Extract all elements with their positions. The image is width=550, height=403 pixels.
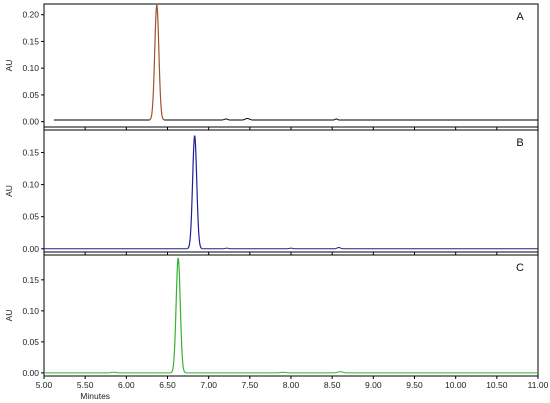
panel-a: 0.00 0.05 0.10 0.15 0.20 AU A <box>4 3 539 130</box>
baseline-trace <box>44 371 172 374</box>
y-tick-label: 0.15 <box>22 275 39 285</box>
y-tick-label: 0.10 <box>22 180 39 190</box>
x-tick-label: 8.00 <box>283 380 300 390</box>
y-axis-label: AU <box>4 185 14 197</box>
x-axis-label: Minutes <box>80 391 110 401</box>
y-tick-label: 0.10 <box>22 306 39 316</box>
main-peak <box>149 4 165 121</box>
x-axis: 5.00 5.50 6.00 6.50 7.00 7.50 8.00 8.50 9.00 9.50… <box>36 380 549 401</box>
plot-frame <box>43 129 539 253</box>
x-tick-label: 5.50 <box>77 380 94 390</box>
y-axis-label: AU <box>4 310 14 322</box>
baseline-trace <box>164 117 538 121</box>
x-tick-label: 11.00 <box>528 380 549 390</box>
panel-label: B <box>516 137 523 149</box>
y-tick-label: 0.05 <box>22 90 39 100</box>
baseline-trace <box>185 371 538 374</box>
plot-frame <box>43 3 539 128</box>
x-tick-label: 10.50 <box>486 380 508 390</box>
x-tick-label: 7.00 <box>200 380 217 390</box>
x-tick-label: 9.50 <box>406 380 423 390</box>
main-peak <box>170 257 186 374</box>
y-tick-label: 0.00 <box>22 117 39 127</box>
x-tick-label: 10.00 <box>445 380 467 390</box>
panel-label: A <box>516 11 524 23</box>
x-tick-label: 6.00 <box>118 380 135 390</box>
x-tick-label: 9.00 <box>365 380 382 390</box>
y-tick-label: 0.10 <box>22 63 39 73</box>
y-tick-label: 0.00 <box>22 244 39 254</box>
x-tick-label: 5.00 <box>36 380 53 390</box>
panel-label: C <box>516 262 524 274</box>
y-tick-label: 0.20 <box>22 10 39 20</box>
y-tick-label: 0.05 <box>22 337 39 347</box>
y-tick-label: 0.15 <box>22 36 39 46</box>
y-tick-label: 0.00 <box>22 368 39 378</box>
plot-frame <box>43 254 539 377</box>
panel-b: 0.00 0.05 0.10 0.15 AU B <box>4 129 539 255</box>
x-tick-label: 8.50 <box>324 380 341 390</box>
x-tick-label: 7.50 <box>242 380 259 390</box>
main-peak <box>187 135 203 250</box>
x-tick-label: 6.50 <box>159 380 176 390</box>
y-tick-label: 0.05 <box>22 212 39 222</box>
y-tick-label: 0.15 <box>22 147 39 157</box>
baseline-trace <box>201 247 538 250</box>
y-axis-label: AU <box>4 60 14 72</box>
panel-c: 0.00 0.05 0.10 0.15 AU C <box>4 254 539 379</box>
